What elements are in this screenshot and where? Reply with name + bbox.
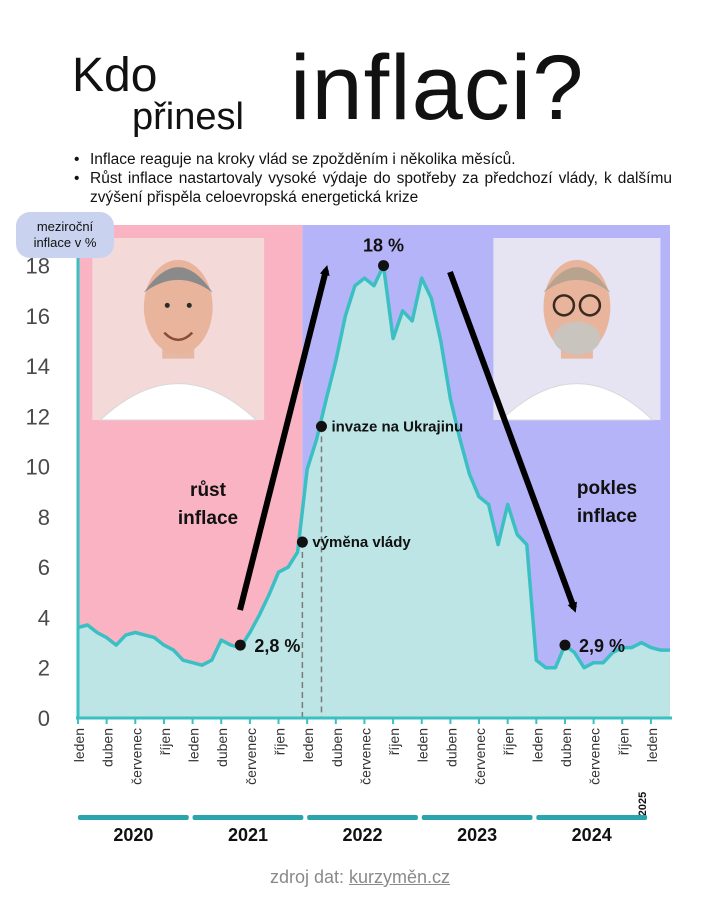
bullet-list: Inflace reaguje na kroky vlád se zpožděn… [72,150,672,207]
x-tick-label: duben [214,728,230,767]
y-tick-label: 12 [26,404,50,429]
y-tick-label: 4 [38,605,50,630]
year-bar [192,815,304,820]
marker-label: 18 % [363,236,404,256]
year-label: 2021 [228,825,268,845]
source-prefix: zdroj dat: [269,867,344,887]
eye-right [186,302,192,308]
x-tick-label: leden [186,728,202,762]
marker-label: 2,9 % [579,636,625,656]
annotation-line1: pokles [577,478,637,499]
marker-dot [296,536,308,548]
arrow-up [237,265,330,611]
year-bar [421,815,533,820]
x-tick-label: duben [100,728,116,767]
y-tick-label: 16 [26,304,50,329]
portrait-babis [92,238,265,421]
x-tick-label: červenec [587,728,603,785]
marker-dot [378,260,390,272]
year-label: 2022 [343,825,383,845]
y-tick-label: 14 [26,354,50,379]
portrait-fiala [493,238,661,421]
x-tick-label: říjen [501,728,517,755]
year-label: 2023 [457,825,497,845]
y-tick-label: 2 [38,656,50,681]
shirt-shape [500,383,654,421]
bullet-2: Růst inflace nastartovaly vysoké výdaje … [72,169,672,207]
y-tick-label: 8 [38,505,50,530]
x-tick-label: říjen [272,728,288,755]
annotation-line1: růst [190,480,227,501]
x-tick-label: říjen [157,728,173,755]
glasses-left [552,294,576,317]
marker-label: invaze na Ukrajinu [331,418,463,435]
x-tick-label: červenec [472,728,488,785]
face-shape [143,259,213,355]
glasses-right [578,294,602,317]
x-tick-label: duben [558,728,574,767]
title-prinesl: přinesl [132,96,244,138]
marker-label: výměna vlády [312,534,411,551]
shirt-shape [99,383,258,421]
title-inflaci: inflaci? [290,37,585,139]
bullet-1: Inflace reaguje na kroky vlád se zpožděn… [72,150,672,169]
x-tick-label: říjen [615,728,631,755]
beard-shape [553,321,601,355]
unit-badge: meziroční inflace v % [16,212,114,258]
x-tick-label: leden [644,728,660,762]
hair-shape [143,267,213,293]
y-tick-label: 0 [38,706,50,731]
unit-badge-line2: inflace v % [33,235,97,250]
x-tick-label: říjen [386,728,402,755]
year-label: 2024 [572,825,612,845]
x-tick-label: červenec [357,728,373,785]
source-link[interactable]: kurzyměn.cz [349,867,451,887]
marker-label: 2,8 % [254,636,300,656]
marker-dot [559,639,571,651]
title-kdo: Kdo [72,49,158,102]
y-tick-label: 10 [26,455,50,480]
hair-shape [543,267,611,293]
y-tick-label: 6 [38,555,50,580]
x-tick-label: duben [443,728,459,767]
mouth-shape [163,331,194,342]
x-tick-label: leden [71,728,87,762]
source-note: zdroj dat: kurzyměn.cz [0,867,720,888]
x-tick-label: červenec [243,728,259,785]
marker-dot [315,420,327,432]
arrow-down [447,270,577,613]
x-tick-label: leden [300,728,316,762]
eye-left [164,302,170,308]
annotation-line2: inflace [178,508,238,529]
year-bar [536,815,648,820]
x-tick-label: červenec [128,728,144,785]
annotation-line2: inflace [577,506,637,527]
x-tick-label: leden [415,728,431,762]
inflation-area [78,265,670,718]
year-bar [78,815,189,820]
x-tick-year-label: 2025 [637,792,649,816]
x-tick-label: leden [529,728,545,762]
marker-dot [234,639,246,651]
year-bar [307,815,418,820]
year-label: 2020 [113,825,153,845]
x-tick-label: duben [329,728,345,767]
unit-badge-line1: meziroční [36,219,94,234]
inflation-line [77,263,670,670]
